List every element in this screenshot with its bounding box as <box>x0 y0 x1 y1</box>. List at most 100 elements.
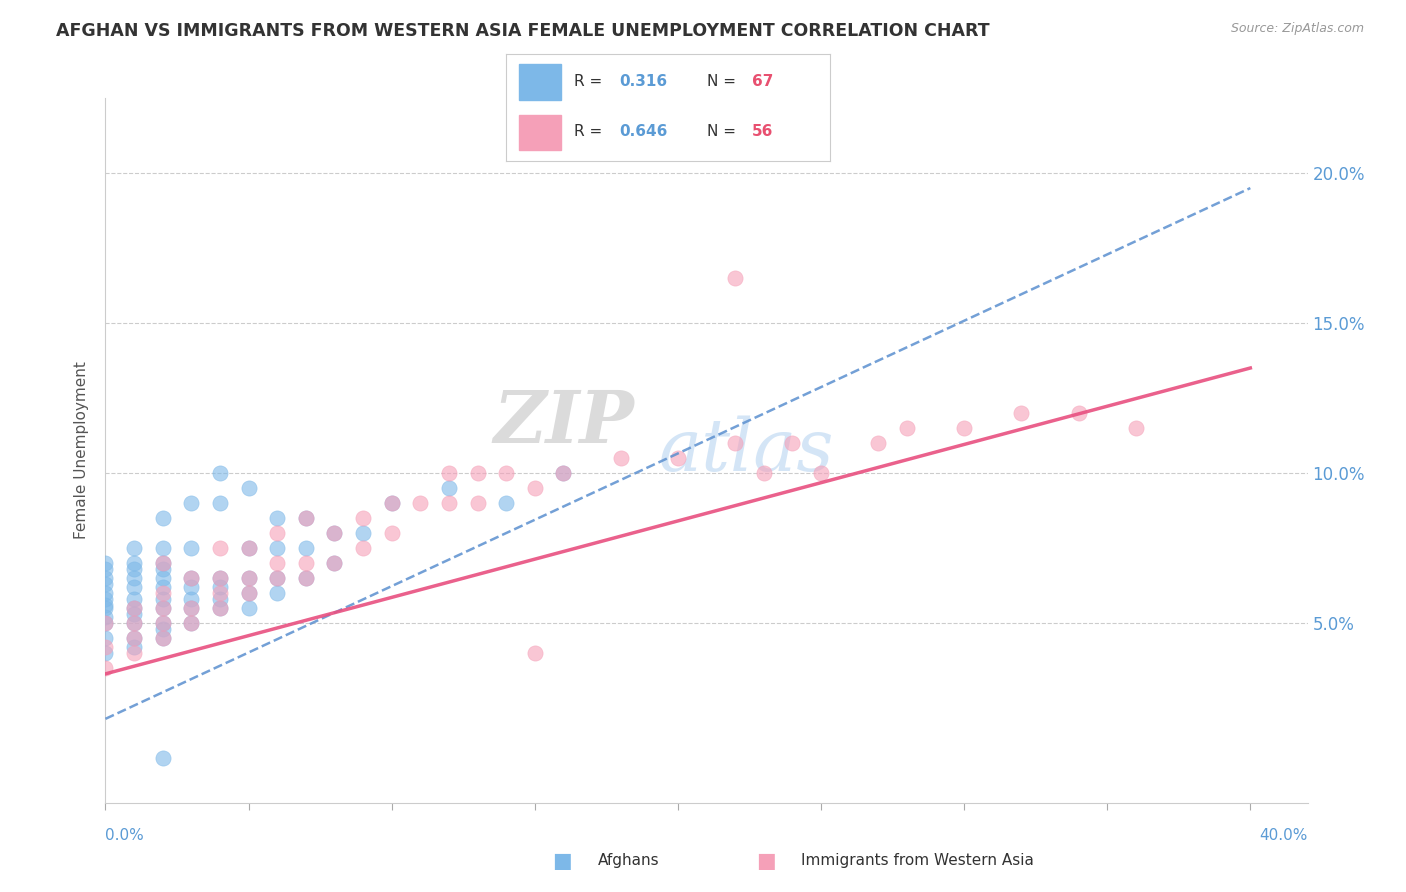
Point <box>609 450 631 465</box>
Point <box>122 631 145 645</box>
Point <box>122 562 145 576</box>
Point <box>295 541 318 555</box>
Point <box>295 511 318 525</box>
Point <box>122 600 145 615</box>
Point <box>295 571 318 585</box>
Point <box>152 622 174 636</box>
Point <box>122 631 145 645</box>
Point <box>266 511 288 525</box>
Point <box>666 450 689 465</box>
Text: R =: R = <box>574 74 607 89</box>
Point <box>238 586 260 600</box>
Text: N =: N = <box>707 124 741 139</box>
Point <box>122 600 145 615</box>
Text: 56: 56 <box>752 124 773 139</box>
Point <box>94 586 117 600</box>
Point <box>122 580 145 594</box>
Text: Source: ZipAtlas.com: Source: ZipAtlas.com <box>1230 22 1364 36</box>
Text: Immigrants from Western Asia: Immigrants from Western Asia <box>801 854 1035 868</box>
Point <box>208 466 231 480</box>
FancyBboxPatch shape <box>519 114 561 150</box>
Point <box>122 591 145 606</box>
Point <box>266 556 288 570</box>
Point <box>266 571 288 585</box>
Point <box>295 571 318 585</box>
Point <box>152 556 174 570</box>
Point <box>122 556 145 570</box>
Point <box>208 571 231 585</box>
Point <box>94 571 117 585</box>
Point <box>180 571 202 585</box>
Point <box>180 541 202 555</box>
Point <box>553 466 575 480</box>
Text: ■: ■ <box>553 851 572 871</box>
Point <box>724 436 747 450</box>
Point <box>724 271 747 285</box>
Point <box>152 562 174 576</box>
Point <box>152 751 174 765</box>
Text: R =: R = <box>574 124 607 139</box>
Point <box>896 421 918 435</box>
Point <box>467 496 489 510</box>
Point <box>352 525 374 540</box>
Point <box>208 496 231 510</box>
Point <box>94 577 117 591</box>
Text: AFGHAN VS IMMIGRANTS FROM WESTERN ASIA FEMALE UNEMPLOYMENT CORRELATION CHART: AFGHAN VS IMMIGRANTS FROM WESTERN ASIA F… <box>56 22 990 40</box>
Point <box>180 615 202 630</box>
Point <box>553 466 575 480</box>
Point <box>180 600 202 615</box>
Point <box>152 580 174 594</box>
Point <box>152 511 174 525</box>
Point <box>122 615 145 630</box>
Point <box>152 615 174 630</box>
Point <box>208 541 231 555</box>
Point <box>266 541 288 555</box>
Point <box>122 541 145 555</box>
Point <box>810 466 832 480</box>
Point <box>180 571 202 585</box>
Point <box>238 600 260 615</box>
Point <box>152 556 174 570</box>
Point <box>180 580 202 594</box>
Point <box>953 421 976 435</box>
Point <box>381 496 404 510</box>
Point <box>122 571 145 585</box>
Point <box>323 525 346 540</box>
Point <box>868 436 890 450</box>
Point <box>94 631 117 645</box>
Point <box>152 615 174 630</box>
Point <box>208 591 231 606</box>
Point <box>152 631 174 645</box>
Point <box>266 586 288 600</box>
Point <box>323 556 346 570</box>
Point <box>94 556 117 570</box>
Point <box>152 600 174 615</box>
Point <box>782 436 804 450</box>
Point <box>523 646 546 660</box>
Point <box>94 591 117 606</box>
Point <box>94 646 117 660</box>
Point <box>94 562 117 576</box>
Point <box>122 615 145 630</box>
Point <box>266 571 288 585</box>
Point <box>152 541 174 555</box>
Text: N =: N = <box>707 74 741 89</box>
Point <box>122 646 145 660</box>
Point <box>238 481 260 495</box>
Point <box>323 525 346 540</box>
Point <box>409 496 432 510</box>
Point <box>94 600 117 615</box>
Text: 40.0%: 40.0% <box>1260 828 1308 843</box>
Point <box>94 610 117 624</box>
Point <box>238 571 260 585</box>
Point <box>238 571 260 585</box>
Point <box>180 496 202 510</box>
Point <box>352 541 374 555</box>
Point <box>152 571 174 585</box>
Point <box>238 541 260 555</box>
Point <box>1067 406 1090 420</box>
Point <box>180 591 202 606</box>
Text: 67: 67 <box>752 74 773 89</box>
Point <box>437 466 460 480</box>
Point <box>208 571 231 585</box>
